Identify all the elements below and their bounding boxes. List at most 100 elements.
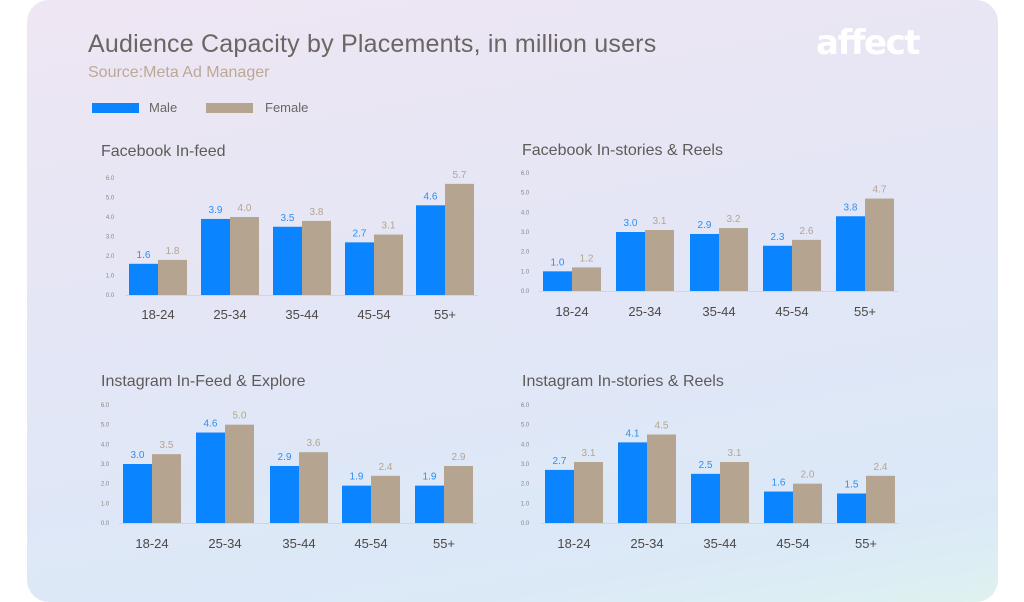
data-label-female: 4.5 bbox=[655, 421, 669, 432]
bar-female bbox=[299, 452, 328, 523]
bar-female bbox=[444, 465, 473, 523]
bar-female bbox=[371, 475, 400, 523]
category-label: 25-34 bbox=[208, 536, 241, 551]
legend-item-female: Female bbox=[206, 100, 308, 115]
data-label-male: 4.1 bbox=[626, 428, 640, 439]
bar-male bbox=[270, 465, 299, 523]
data-label-female: 1.8 bbox=[166, 246, 180, 257]
chart-card bbox=[27, 0, 998, 602]
y-tick-label: 1.0 bbox=[521, 269, 530, 275]
data-label-male: 2.9 bbox=[698, 220, 712, 231]
category-label: 18-24 bbox=[141, 307, 174, 322]
bar-female bbox=[225, 424, 254, 523]
data-label-female: 3.5 bbox=[160, 440, 174, 451]
bar-male bbox=[342, 485, 371, 523]
data-label-female: 2.4 bbox=[379, 462, 393, 473]
data-label-male: 2.7 bbox=[353, 228, 367, 239]
bar-male bbox=[837, 493, 866, 523]
data-label-male: 1.9 bbox=[423, 472, 437, 483]
legend-item-male: Male bbox=[92, 100, 177, 115]
data-label-female: 2.0 bbox=[801, 470, 815, 481]
category-label: 55+ bbox=[434, 307, 456, 322]
data-label-male: 4.6 bbox=[424, 191, 438, 202]
data-label-male: 4.6 bbox=[204, 419, 218, 430]
y-tick-label: 4.0 bbox=[521, 442, 530, 448]
bar-female bbox=[792, 239, 821, 291]
bar-female bbox=[574, 462, 603, 523]
y-tick-label: 5.0 bbox=[521, 423, 530, 429]
bar-female bbox=[374, 234, 403, 295]
y-tick-label: 3.0 bbox=[521, 462, 530, 468]
data-label-female: 3.1 bbox=[728, 448, 742, 459]
legend-swatch-male bbox=[92, 102, 139, 113]
y-tick-label: 1.0 bbox=[106, 274, 115, 280]
bar-male bbox=[836, 216, 865, 291]
y-tick-label: 2.0 bbox=[101, 482, 110, 488]
y-tick-label: 1.0 bbox=[521, 501, 530, 507]
category-label: 35-44 bbox=[282, 536, 315, 551]
data-label-female: 2.9 bbox=[452, 452, 466, 463]
bar-male bbox=[196, 432, 225, 523]
data-label-female: 4.0 bbox=[238, 203, 252, 214]
data-label-male: 1.9 bbox=[350, 472, 364, 483]
bar-female bbox=[719, 228, 748, 291]
bar-male bbox=[764, 491, 793, 523]
data-label-female: 3.1 bbox=[582, 448, 596, 459]
bar-male bbox=[345, 242, 374, 295]
bar-male bbox=[616, 232, 645, 291]
category-label: 45-54 bbox=[776, 536, 809, 551]
category-label: 25-34 bbox=[213, 307, 246, 322]
affect-logo: affect bbox=[816, 23, 921, 63]
data-label-female: 4.7 bbox=[873, 185, 887, 196]
category-label: 55+ bbox=[854, 304, 876, 319]
data-label-male: 1.5 bbox=[845, 480, 859, 491]
category-label: 45-54 bbox=[775, 304, 808, 319]
bar-female bbox=[645, 230, 674, 291]
bar-male bbox=[543, 271, 572, 291]
category-label: 25-34 bbox=[630, 536, 663, 551]
category-label: 35-44 bbox=[702, 304, 735, 319]
legend-label-female: Female bbox=[265, 100, 309, 115]
y-tick-label: 2.0 bbox=[521, 250, 530, 256]
y-tick-label: 6.0 bbox=[106, 176, 115, 182]
category-label: 55+ bbox=[433, 536, 455, 551]
bar-male bbox=[416, 205, 445, 295]
y-tick-label: 0.0 bbox=[521, 521, 530, 527]
data-label-female: 3.6 bbox=[307, 438, 321, 449]
chart-title-instagram-stories-reels: Instagram In-stories & Reels bbox=[522, 373, 724, 390]
page-subtitle: Source:Meta Ad Manager bbox=[88, 64, 270, 81]
data-label-male: 3.5 bbox=[281, 213, 295, 224]
y-tick-label: 6.0 bbox=[101, 403, 110, 409]
y-tick-label: 0.0 bbox=[101, 521, 110, 527]
bar-female bbox=[158, 259, 187, 295]
bar-male bbox=[691, 473, 720, 523]
data-label-male: 2.7 bbox=[553, 456, 567, 467]
data-label-male: 1.0 bbox=[551, 257, 565, 268]
y-tick-label: 0.0 bbox=[521, 289, 530, 295]
data-label-female: 3.1 bbox=[653, 216, 667, 227]
bar-male bbox=[201, 218, 230, 295]
y-tick-label: 4.0 bbox=[521, 210, 530, 216]
bar-female bbox=[647, 434, 676, 523]
y-tick-label: 2.0 bbox=[106, 254, 115, 260]
y-tick-label: 0.0 bbox=[106, 293, 115, 299]
bar-female bbox=[793, 483, 822, 523]
category-label: 18-24 bbox=[555, 304, 588, 319]
y-tick-label: 4.0 bbox=[106, 215, 115, 221]
y-tick-label: 6.0 bbox=[521, 171, 530, 177]
chart-title-instagram-feed-explore: Instagram In-Feed & Explore bbox=[101, 373, 306, 390]
bar-male bbox=[690, 233, 719, 291]
category-label: 25-34 bbox=[628, 304, 661, 319]
y-tick-label: 6.0 bbox=[521, 403, 530, 409]
data-label-male: 3.0 bbox=[131, 450, 145, 461]
data-label-female: 3.2 bbox=[727, 214, 741, 225]
data-label-male: 2.3 bbox=[771, 232, 785, 243]
data-label-male: 1.6 bbox=[137, 250, 151, 261]
data-label-female: 2.4 bbox=[874, 462, 888, 473]
category-label: 18-24 bbox=[557, 536, 590, 551]
y-tick-label: 3.0 bbox=[106, 235, 115, 241]
bar-female bbox=[865, 198, 894, 291]
bar-male bbox=[618, 442, 647, 523]
data-label-male: 1.6 bbox=[772, 478, 786, 489]
y-tick-label: 5.0 bbox=[106, 196, 115, 202]
